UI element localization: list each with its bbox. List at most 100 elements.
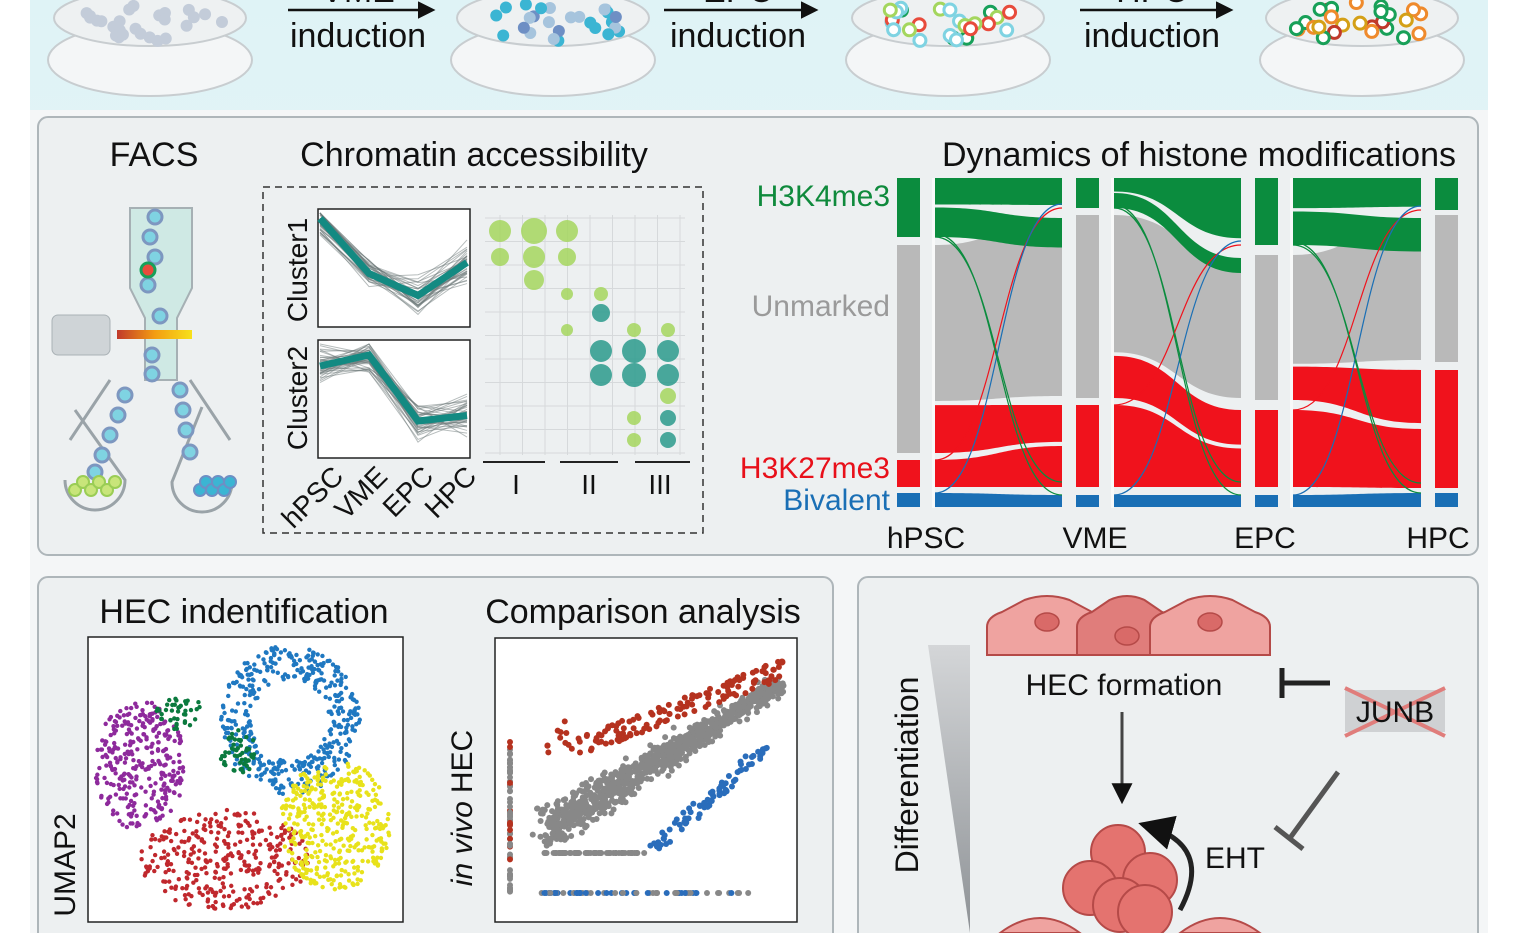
cell	[547, 33, 560, 46]
umap-dot	[213, 890, 219, 896]
scatter-dot	[613, 798, 620, 805]
umap-dot	[154, 734, 159, 739]
umap-dot	[175, 709, 181, 714]
umap-dot	[208, 858, 213, 863]
umap-dot	[229, 725, 234, 731]
scatter-dot	[678, 826, 685, 833]
scatter-dot	[752, 691, 759, 698]
umap-dot	[205, 890, 211, 895]
umap-dot	[246, 720, 252, 725]
umap-dot	[154, 817, 160, 823]
umap-dot	[194, 819, 200, 825]
umap-dot	[193, 865, 198, 870]
umap-dot	[316, 817, 322, 822]
umap-dot	[350, 881, 355, 886]
scatter-dot	[560, 809, 567, 816]
umap-dot	[323, 865, 328, 870]
umap-dot	[134, 777, 139, 782]
umap-dot	[122, 742, 128, 747]
scatter-dot	[682, 815, 689, 822]
umap-dot	[281, 804, 286, 809]
umap-dot	[355, 841, 361, 846]
umap-dot	[303, 675, 309, 680]
umap-dot	[99, 795, 104, 800]
umap-dot	[134, 726, 140, 731]
umap-dot	[225, 717, 231, 723]
umap-dot	[128, 705, 134, 711]
umap-dot	[352, 827, 358, 833]
umap-dot	[124, 791, 130, 796]
umap-dot	[296, 811, 301, 816]
umap-dot	[294, 652, 299, 658]
profile-mean	[319, 351, 468, 425]
umap-dot	[222, 710, 227, 716]
umap-dot	[366, 844, 371, 850]
umap-dot	[355, 712, 360, 717]
umap-dot	[188, 852, 193, 857]
scatter-dot	[738, 766, 745, 773]
umap-dot	[252, 662, 257, 667]
umap-dot	[318, 744, 323, 749]
umap-dot	[342, 884, 347, 890]
scatter-dot	[583, 733, 590, 740]
umap-dot	[226, 750, 232, 755]
umap-dot	[302, 817, 307, 822]
umap-dot	[350, 727, 355, 732]
umap-dot	[239, 673, 244, 678]
umap-dot	[183, 896, 188, 902]
umap-dot	[235, 746, 241, 751]
cell	[146, 208, 164, 226]
umap-dot	[236, 728, 241, 733]
scatter-dot	[576, 818, 583, 825]
scatter-dot	[529, 831, 536, 838]
scatter-dot	[561, 836, 568, 843]
umap-dot	[240, 770, 246, 775]
umap-dot	[168, 838, 174, 844]
scatter-dot	[663, 890, 670, 896]
y-label-italic: in vivo	[446, 801, 479, 886]
umap-dot	[263, 837, 269, 843]
umap-dot	[174, 698, 179, 703]
umap-dot	[152, 852, 158, 858]
curved-arrow	[1138, 815, 1195, 912]
umap-dot	[330, 831, 336, 836]
scatter-dot	[645, 768, 652, 775]
scatter-dot	[507, 788, 513, 795]
umap-dot	[343, 860, 348, 865]
dashed-box	[262, 186, 704, 534]
umap-dot	[159, 855, 164, 861]
umap-dot	[303, 853, 308, 858]
scatter-dot	[582, 890, 589, 896]
umap-dot	[347, 837, 352, 843]
umap-dot	[323, 778, 328, 784]
plot-frame	[317, 208, 471, 328]
dot	[523, 246, 545, 268]
umap-dot	[363, 823, 368, 828]
scatter-dot	[666, 711, 673, 718]
umap-dot	[139, 849, 144, 854]
umap-dot	[302, 806, 308, 811]
umap-dot	[297, 760, 302, 765]
umap-dot	[180, 885, 185, 891]
umap-dot	[327, 812, 333, 817]
umap-dot	[182, 849, 187, 855]
scatter-dot	[680, 809, 687, 816]
sankey-end	[1111, 178, 1114, 508]
umap-dot	[302, 797, 308, 802]
umap-dot	[104, 739, 109, 745]
scatter-dot	[744, 716, 751, 723]
cell	[181, 443, 199, 461]
umap-dot	[383, 841, 388, 846]
cell	[1002, 4, 1018, 20]
scatter-dot	[587, 789, 594, 796]
umap-dot	[332, 755, 337, 761]
umap-dot	[221, 875, 226, 880]
umap-dot	[290, 882, 295, 887]
umap-dot	[277, 847, 283, 853]
umap-dot	[248, 729, 253, 735]
umap-dot	[338, 749, 343, 754]
mark-label: Unmarked	[752, 290, 890, 323]
umap-dot	[209, 817, 214, 822]
umap-dot	[373, 859, 379, 864]
umap-dot	[306, 821, 312, 827]
